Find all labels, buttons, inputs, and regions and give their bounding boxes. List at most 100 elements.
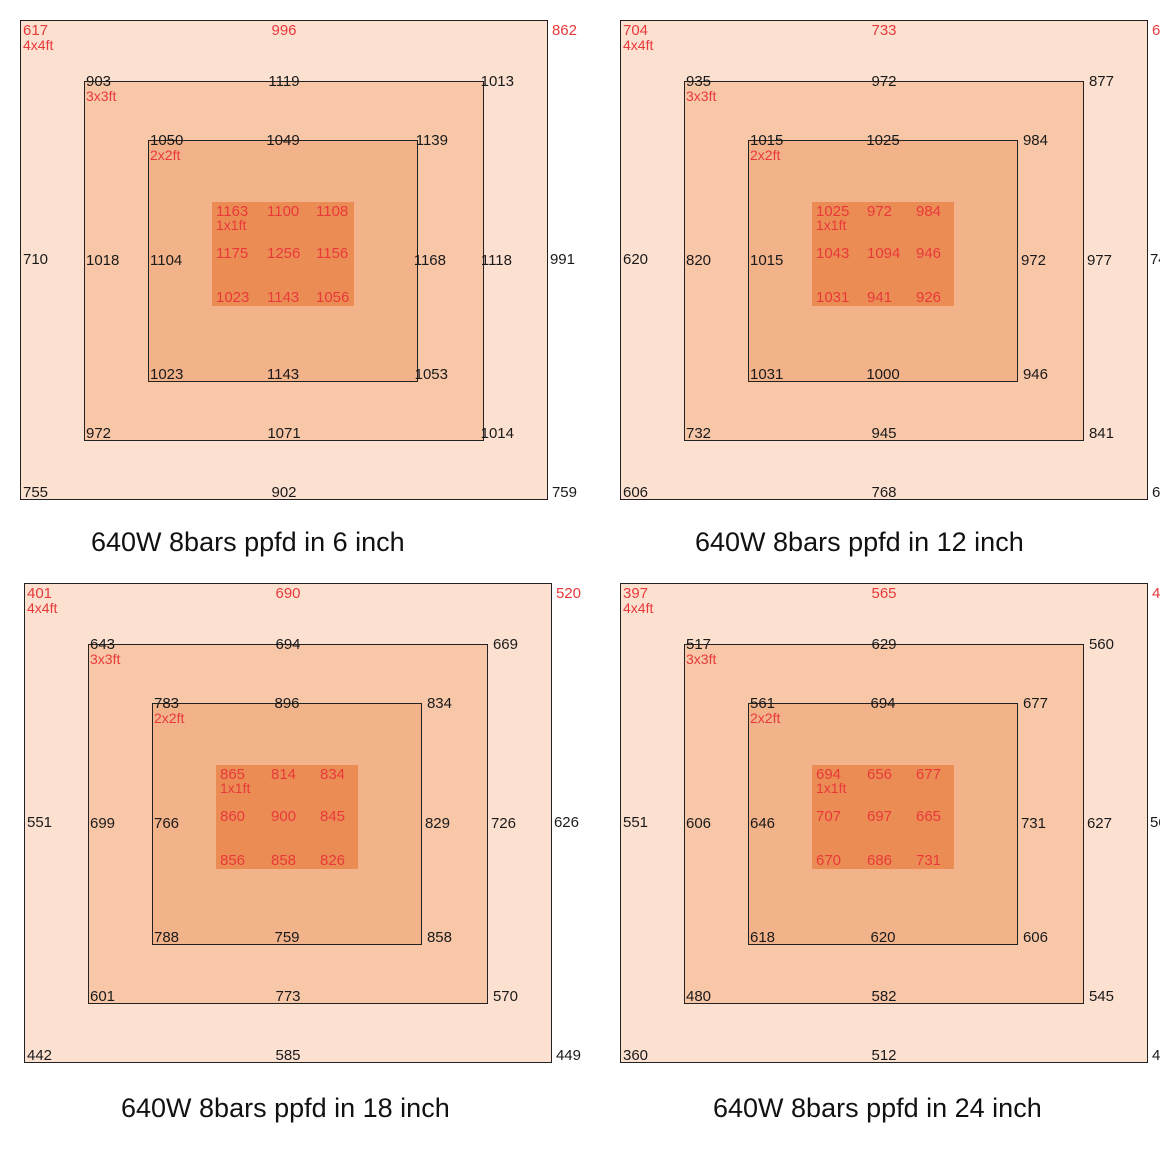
value-top-right: 984 [1022, 132, 1048, 149]
value-middle-right: 1168 [413, 252, 446, 269]
value-top-right: 669 [492, 636, 518, 653]
value-top-left: 617 [23, 22, 49, 39]
zone-size-label: 1x1ft [216, 217, 247, 233]
value-middle-right: 972 [1020, 252, 1046, 269]
value-top-right: 862 [551, 22, 577, 39]
zone-size-label: 4x4ft [623, 600, 654, 616]
value-bottom-center: 582 [871, 988, 897, 1005]
value-center-mr: 946 [916, 245, 942, 262]
zone-1x1ft [812, 765, 954, 869]
value-bottom-left: 606 [623, 484, 649, 501]
ppfd-panel: 397 565 499 551 561 360 512 439 4x4ft 517 629 560 60… [620, 583, 1160, 1153]
value-bottom-left: 788 [154, 929, 180, 946]
value-middle-right: 829 [424, 815, 450, 832]
zone-size-label: 4x4ft [623, 37, 654, 53]
value-top-left: 783 [154, 695, 180, 712]
value-middle-left: 1104 [150, 252, 183, 269]
value-middle-left: 820 [686, 252, 712, 269]
zone-size-label: 3x3ft [686, 88, 717, 104]
value-top-right: 499 [1151, 585, 1160, 602]
value-bottom-left: 618 [750, 929, 776, 946]
value-middle-left: 699 [90, 815, 116, 832]
value-center-tc: 656 [867, 766, 893, 783]
value-middle-left: 1018 [86, 252, 120, 269]
panel-caption: 640W 8bars ppfd in 18 inch [121, 1093, 450, 1123]
value-center-bl: 670 [816, 852, 842, 869]
value-top-right: 1013 [480, 73, 514, 90]
value-top-center: 896 [274, 695, 300, 712]
value-top-right: 520 [555, 585, 581, 602]
value-bottom-center: 512 [871, 1047, 897, 1064]
value-center-br: 926 [916, 289, 942, 306]
value-center-bc: 1143 [267, 289, 300, 306]
value-center-tc: 1100 [267, 203, 300, 220]
panel-caption: 640W 8bars ppfd in 6 inch [91, 527, 405, 557]
zone-1x1ft [216, 765, 358, 869]
value-bottom-center: 620 [870, 929, 896, 946]
zone-2x2ft [748, 703, 1018, 945]
value-center-tl: 1163 [216, 203, 249, 220]
value-top-left: 561 [750, 695, 776, 712]
panel-caption: 640W 8bars ppfd in 24 inch [713, 1093, 1042, 1123]
value-top-right: 620 [1151, 22, 1160, 39]
value-center-tr: 677 [916, 766, 942, 783]
value-center-mr: 845 [320, 808, 346, 825]
value-top-left: 903 [86, 73, 112, 90]
value-bottom-right: 858 [426, 929, 452, 946]
ppfd-panel: 401 690 520 551 626 442 585 449 4x4ft 643 694 669 69… [24, 583, 584, 1153]
value-middle-left: 551 [623, 814, 649, 831]
value-bottom-left: 732 [686, 425, 712, 442]
value-top-right: 877 [1088, 73, 1114, 90]
value-top-left: 1050 [150, 132, 184, 149]
panel-caption: 640W 8bars ppfd in 12 inch [695, 527, 1024, 557]
value-top-center: 733 [871, 22, 897, 39]
value-middle-right: 627 [1086, 815, 1112, 832]
value-center-ml: 860 [220, 808, 246, 825]
ppfd-panel: 617 996 862 710 991 755 902 759 4x4ft 903 1119 1013… [20, 20, 580, 590]
value-bottom-left: 360 [623, 1047, 649, 1064]
value-center-tl: 694 [816, 766, 842, 783]
zone-1x1ft [212, 202, 354, 306]
value-bottom-left: 1023 [150, 366, 184, 383]
value-bottom-right: 682 [1151, 484, 1160, 501]
value-center-br: 826 [320, 852, 346, 869]
value-center-tr: 834 [320, 766, 346, 783]
value-top-left: 1015 [750, 132, 784, 149]
value-top-center: 1025 [866, 132, 900, 149]
value-top-center: 629 [871, 636, 897, 653]
value-top-center: 694 [870, 695, 896, 712]
value-bottom-right: 545 [1088, 988, 1114, 1005]
value-bottom-right: 759 [551, 484, 577, 501]
value-center-mc: 1094 [867, 245, 901, 262]
value-center-br: 1056 [316, 289, 350, 306]
value-bottom-left: 601 [90, 988, 116, 1005]
ppfd-panel: 704 733 620 620 741 606 768 682 4x4ft 935 972 877 82… [620, 20, 1160, 590]
value-bottom-left: 972 [86, 425, 112, 442]
value-center-bl: 856 [220, 852, 246, 869]
value-top-right: 560 [1088, 636, 1114, 653]
value-center-bl: 1023 [216, 289, 250, 306]
value-bottom-right: 1053 [414, 366, 448, 383]
value-center-mc: 1256 [267, 245, 301, 262]
value-bottom-right: 449 [555, 1047, 581, 1064]
value-top-left: 397 [623, 585, 649, 602]
value-top-center: 972 [871, 73, 897, 90]
value-center-ml: 707 [816, 808, 842, 825]
zone-size-label: 1x1ft [816, 780, 847, 796]
zone-size-label: 4x4ft [27, 600, 58, 616]
value-middle-left: 1015 [750, 252, 784, 269]
value-top-center: 690 [275, 585, 301, 602]
value-center-tl: 865 [220, 766, 246, 783]
value-center-mr: 1156 [316, 245, 349, 262]
value-bottom-right: 439 [1151, 1047, 1160, 1064]
zone-size-label: 1x1ft [220, 780, 251, 796]
value-middle-left: 766 [154, 815, 180, 832]
zone-size-label: 2x2ft [154, 710, 185, 726]
value-top-right: 677 [1022, 695, 1048, 712]
value-middle-left: 606 [686, 815, 712, 832]
zone-size-label: 2x2ft [750, 710, 781, 726]
value-bottom-center: 902 [271, 484, 297, 501]
value-bottom-right: 841 [1088, 425, 1114, 442]
value-bottom-center: 585 [275, 1047, 301, 1064]
zone-size-label: 3x3ft [90, 651, 121, 667]
